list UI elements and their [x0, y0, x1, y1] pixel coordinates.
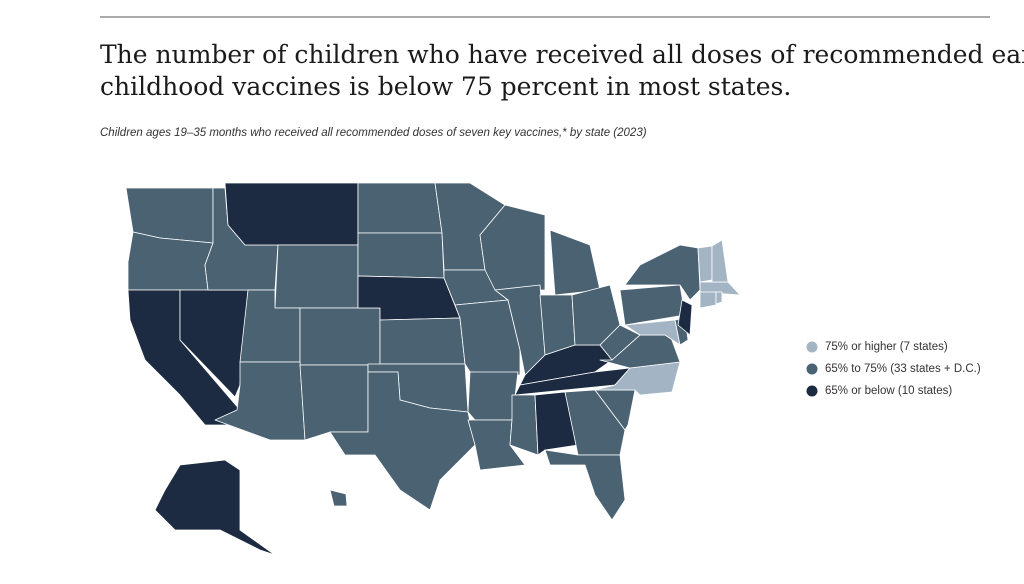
legend: 75% or higher (7 states) 65% to 75% (33 s…	[806, 341, 981, 397]
legend-label: 65% to 75% (33 states + D.C.)	[825, 363, 981, 375]
legend-swatch	[806, 341, 818, 353]
state	[357, 182, 443, 234]
subtitle: Children ages 19–35 months who received …	[100, 127, 647, 139]
state	[549, 229, 601, 296]
map	[125, 182, 741, 556]
state	[299, 364, 369, 441]
title-line: The number of children who have received…	[100, 40, 1024, 69]
state	[509, 394, 539, 456]
state	[715, 291, 723, 305]
state	[711, 239, 729, 283]
legend-swatch	[806, 385, 818, 397]
state	[534, 391, 579, 456]
legend-swatch	[806, 363, 818, 375]
state	[619, 284, 686, 326]
state	[329, 371, 476, 511]
state	[274, 244, 359, 309]
state	[479, 204, 546, 291]
state	[379, 317, 466, 365]
state	[299, 307, 381, 366]
state	[357, 232, 445, 279]
state	[454, 299, 521, 376]
state	[677, 299, 693, 336]
state	[544, 449, 626, 521]
state	[224, 182, 359, 246]
state	[624, 319, 681, 346]
legend-label: 65% or below (10 states)	[825, 385, 952, 397]
state	[329, 489, 348, 507]
state	[697, 245, 713, 283]
state	[564, 389, 626, 456]
state	[539, 294, 576, 356]
state	[467, 371, 519, 421]
state	[154, 459, 276, 556]
state	[699, 291, 717, 309]
title-line: childhood vaccines is below 75 percent i…	[100, 72, 791, 101]
legend-label: 75% or higher (7 states)	[825, 341, 948, 353]
